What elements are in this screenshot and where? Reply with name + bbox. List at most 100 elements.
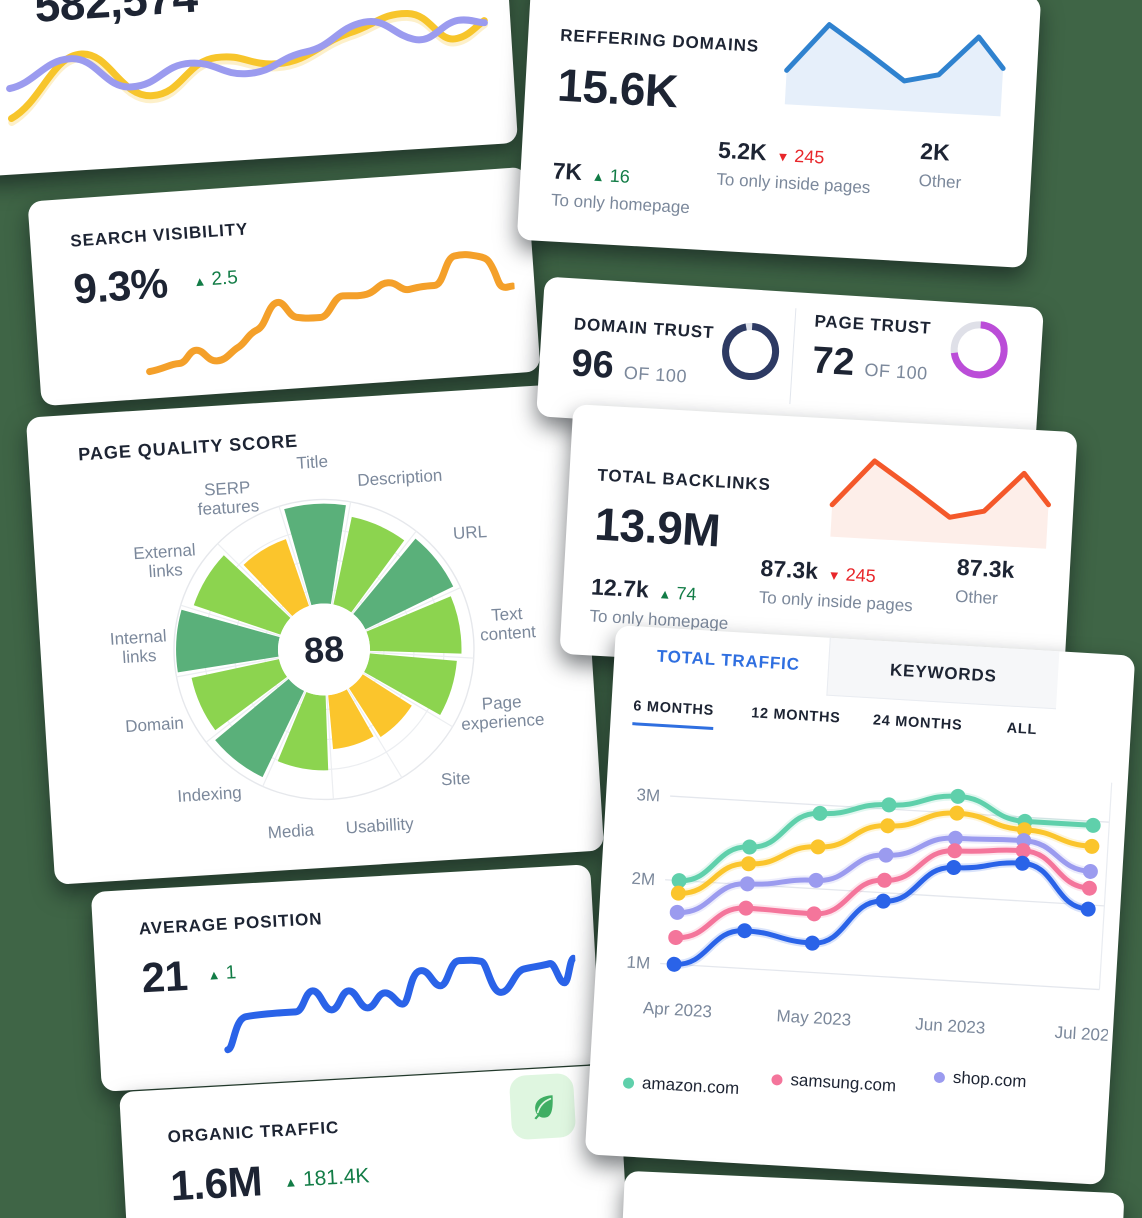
series-point xyxy=(881,797,897,813)
y-tick-label: 1M xyxy=(626,953,651,973)
series-point xyxy=(737,923,753,939)
series-point xyxy=(947,843,963,859)
range-all[interactable]: ALL xyxy=(1006,720,1038,739)
series-point xyxy=(949,805,965,821)
wheel-wedge xyxy=(193,555,291,635)
legend-item-shop[interactable]: shop.com xyxy=(933,1067,1027,1092)
series-point xyxy=(878,847,894,863)
wheel-label-media: Media xyxy=(267,820,315,842)
stat-column: 7K ▲ 16 To only homepage xyxy=(550,157,692,218)
wheel-wedge xyxy=(284,503,346,606)
organic-traffic-delta: ▲ 181.4K xyxy=(284,1164,370,1193)
stat-label: To only inside pages xyxy=(758,587,914,616)
visitors-card: 582,574 xyxy=(0,0,519,177)
stat-value-row: 5.2K ▼ 245 xyxy=(717,137,872,173)
triangle-up-icon: ▲ xyxy=(591,168,606,185)
chart-frame xyxy=(1098,782,1113,990)
series-point xyxy=(1015,843,1031,859)
range-6-months[interactable]: 6 MONTHS xyxy=(632,698,715,730)
average-position-card: AVERAGE POSITION 21 ▲ 1 xyxy=(90,864,602,1092)
series-point xyxy=(1081,880,1097,896)
wheel-wedge xyxy=(328,689,374,750)
series-point xyxy=(671,873,687,889)
legend-dot-icon xyxy=(933,1071,946,1083)
stat-value: 7K xyxy=(551,157,583,186)
stat-delta-value: 74 xyxy=(670,582,697,605)
stat-value-row: 87.3k xyxy=(956,554,1015,584)
stat-value-row: 2K xyxy=(920,138,964,167)
wheel-wedge xyxy=(176,609,280,673)
series-point xyxy=(1084,838,1100,854)
trust-divider xyxy=(789,308,797,405)
page-quality-wheel: 88 Title Description URL Text content Page e… xyxy=(109,452,545,842)
traffic-chart-x-axis: Apr 2023 May 2023 Jun 2023 Jul 2023 xyxy=(642,998,1119,1045)
organic-traffic-value: 1.6M xyxy=(169,1157,264,1210)
series-point xyxy=(950,788,966,804)
average-position-value: 21 xyxy=(140,951,189,1002)
legend-item-amazon[interactable]: amazon.com xyxy=(622,1072,740,1099)
series-point xyxy=(1014,855,1030,871)
series-point xyxy=(669,904,685,920)
traffic-chart-legend: amazon.com samsung.com shop.com xyxy=(622,1066,1094,1134)
series-point xyxy=(880,818,896,834)
page-quality-score-card: PAGE QUALITY SCORE 88 Title Description UR… xyxy=(25,383,605,885)
domain-trust-title: DOMAIN TRUST xyxy=(573,314,715,343)
total-backlinks-card: TOTAL BACKLINKS 13.9M 12.7k ▲ 74 To only h… xyxy=(559,404,1078,682)
series-point xyxy=(1082,863,1098,879)
tab-total-traffic[interactable]: TOTAL TRAFFIC xyxy=(656,646,801,674)
stat-value-row: 12.7k ▲ 74 xyxy=(590,573,730,608)
trust-card: DOMAIN TRUST 96 OF 100 PAGE TRUST 72 OF … xyxy=(536,276,1044,448)
page-trust-title: PAGE TRUST xyxy=(814,311,932,338)
legend-label: samsung.com xyxy=(789,1070,897,1096)
legend-item-samsung[interactable]: samsung.com xyxy=(771,1069,897,1096)
series-point xyxy=(804,935,820,951)
stat-column: 87.3k ▼ 245 To only inside pages xyxy=(758,555,915,617)
series-point xyxy=(666,956,682,972)
stat-column: 2K Other xyxy=(918,138,963,193)
series-point xyxy=(947,830,963,846)
wheel-wedge xyxy=(215,678,305,778)
page-trust-number: 72 xyxy=(810,339,856,385)
stat-delta-value: 245 xyxy=(840,564,877,587)
domain-trust-of: OF 100 xyxy=(623,362,688,387)
series-point xyxy=(806,906,822,922)
total-backlinks-title: TOTAL BACKLINKS xyxy=(596,465,772,495)
wheel-wedges xyxy=(176,503,462,778)
x-tick-label: Jun 2023 xyxy=(915,1015,986,1038)
referring-domains-value: 15.6K xyxy=(556,58,680,118)
series-point xyxy=(1085,817,1101,833)
stat-label: To only inside pages xyxy=(715,169,871,198)
traffic-panel-card: TOTAL TRAFFIC KEYWORDS 6 MONTHS 12 MONTH… xyxy=(584,625,1136,1185)
referring-domains-area-chart xyxy=(784,22,1006,117)
range-12-months[interactable]: 12 MONTHS xyxy=(750,705,842,727)
page-trust-ring xyxy=(950,321,1008,379)
stat-column: 12.7k ▲ 74 To only homepage xyxy=(589,573,731,634)
stat-delta: ▼ 245 xyxy=(827,564,876,587)
referring-domains-card: REFFERING DOMAINS 15.6K 7K ▲ 16 To only ho… xyxy=(516,0,1042,269)
stat-delta-value: 16 xyxy=(604,165,631,187)
tab-keywords[interactable]: KEYWORDS xyxy=(826,637,1060,710)
wheel-label-serp-features: SERP features xyxy=(197,478,260,520)
legend-label: shop.com xyxy=(952,1067,1028,1092)
stat-value: 12.7k xyxy=(590,573,650,603)
search-visibility-card: SEARCH VISIBILITY 9.3% ▲ 2.5 xyxy=(27,166,541,407)
wheel-label-text-content: Text content xyxy=(479,603,537,645)
wheel-center-disc xyxy=(277,603,370,696)
series-point xyxy=(742,839,758,855)
wheel-wedge xyxy=(333,516,405,613)
traffic-line-chart[interactable]: 1M 2M 3M Apr 2023 May 2023 Jun 2023 Jul 2023 xyxy=(602,745,1123,1064)
x-tick-label: Jul 2023 xyxy=(1054,1023,1119,1046)
total-backlinks-area-chart xyxy=(829,458,1051,549)
series-point xyxy=(808,872,824,888)
wheel-wedge xyxy=(364,653,457,715)
organic-traffic-delta-value: 181.4K xyxy=(302,1164,371,1191)
series-point xyxy=(739,876,755,892)
stat-label: To only homepage xyxy=(550,190,691,218)
stat-delta: ▲ 16 xyxy=(591,165,630,187)
series-point xyxy=(741,856,757,872)
legend-dot-icon xyxy=(622,1076,635,1089)
series-point xyxy=(875,893,891,909)
stat-delta: ▲ 74 xyxy=(658,582,697,604)
page-trust-of: OF 100 xyxy=(863,359,929,384)
range-24-months[interactable]: 24 MONTHS xyxy=(872,712,963,734)
